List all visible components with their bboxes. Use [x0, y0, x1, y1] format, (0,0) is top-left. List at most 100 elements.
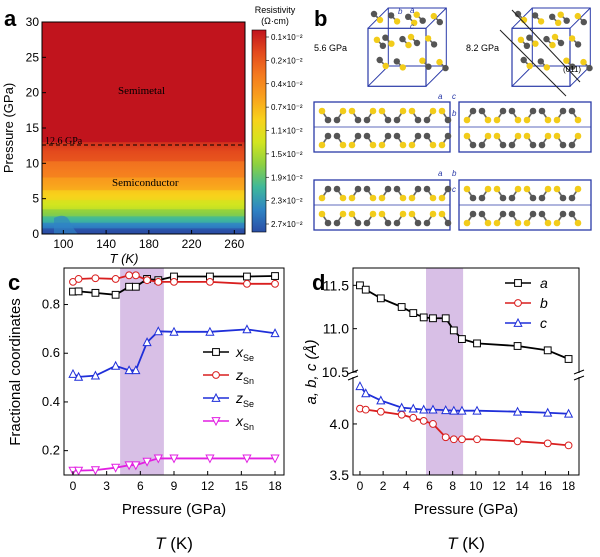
colorbar-title: Resistivity [255, 5, 296, 15]
data-point [154, 277, 163, 286]
y-tick-label: 10 [26, 156, 40, 170]
sn-atom [333, 132, 341, 140]
series-line-a [359, 284, 569, 360]
x-tick-label: 100 [53, 237, 73, 251]
axis-break-gap [574, 373, 584, 377]
colorbar-label: 0.1×10⁻² [271, 33, 303, 42]
se-atom [493, 185, 501, 193]
axis-label-b: b [398, 7, 403, 16]
se-atom [574, 132, 582, 140]
se-atom [544, 185, 552, 193]
se-atom [568, 35, 576, 42]
data-point [68, 466, 78, 476]
se-atom [348, 141, 356, 149]
heatmap-band-0 [42, 228, 245, 234]
sn-atom [514, 10, 522, 18]
colorbar-unit: (Ω·cm) [261, 16, 289, 26]
data-point [243, 279, 251, 288]
data-point [441, 433, 450, 442]
colorbar-label: 1.1×10⁻² [271, 127, 303, 136]
data-point [472, 405, 482, 415]
se-atom [574, 185, 582, 193]
se-atom [339, 210, 347, 218]
panel-label-a: a [4, 6, 17, 31]
data-point [91, 274, 100, 283]
data-point [564, 355, 573, 363]
se-atom [408, 107, 416, 115]
data-point [125, 271, 134, 280]
panel-b: b b aca cba bc 5.6 GPa 8.2 GPa (011) [313, 6, 593, 231]
sn-atom [508, 141, 516, 149]
se-atom [413, 11, 420, 18]
data-point [355, 381, 365, 391]
panel-label-c: c [8, 270, 20, 295]
critical-pressure-label: 12.6 GPa [45, 136, 83, 147]
x-axis-sub-label: T (K) [155, 534, 193, 553]
se-atom [430, 12, 437, 20]
data-point [512, 406, 523, 416]
sn-atom [354, 219, 362, 227]
data-point [206, 277, 214, 286]
sn-atom [333, 219, 341, 227]
se-atom [399, 210, 407, 218]
sn-atom [393, 185, 401, 193]
x-tick-label: 2 [380, 479, 387, 493]
sn-atom [549, 13, 556, 20]
colorbar-label: 0.2×10⁻² [271, 56, 303, 65]
x-tick-label: 0 [357, 479, 364, 493]
data-point [513, 437, 522, 446]
se-atom [378, 107, 386, 115]
sn-atom [523, 42, 531, 49]
x-tick-label: 12 [492, 479, 506, 493]
data-point [131, 271, 140, 280]
sn-atom [393, 116, 401, 124]
legend-label: zSe [235, 390, 254, 409]
se-atom [339, 141, 347, 149]
panel-a: a 12.6 GPa Semimetal Semiconductor 100 14… [1, 5, 303, 266]
x-axis-ticks: 0 3 6 9 12 15 18 [70, 471, 282, 493]
data-point [361, 285, 370, 294]
sn-atom [423, 116, 431, 124]
x-tick-label: 8 [449, 479, 456, 493]
sn-atom [499, 107, 507, 115]
colorbar-label: 1.9×10⁻² [271, 173, 303, 182]
series-line-z-se [72, 328, 276, 378]
data-point [270, 328, 280, 338]
sn-atom [393, 219, 401, 227]
x-tick-label: 9 [171, 479, 178, 493]
se-atom [424, 35, 432, 42]
data-point [205, 454, 215, 464]
axis-label-c: c [452, 92, 456, 101]
se-atom [514, 185, 522, 193]
sn-atom [568, 107, 576, 115]
se-atom [514, 116, 522, 124]
data-point [74, 275, 83, 283]
unit-cell-edge [367, 65, 389, 87]
legend: abc [505, 275, 548, 331]
fractional-coordinates-plot [68, 271, 280, 476]
x-tick-label: 180 [139, 237, 159, 251]
se-atom [537, 18, 545, 25]
data-point [397, 402, 407, 412]
x-axis-ticks: 0 2 4 6 8 10 12 14 16 18 [357, 471, 576, 493]
sn-atom [520, 56, 527, 64]
sn-atom [324, 132, 332, 140]
sn-atom [508, 210, 516, 218]
axis-label-c: c [410, 22, 414, 31]
se-atom [408, 141, 416, 149]
y-tick-label: 20 [26, 86, 40, 100]
sn-atom [559, 210, 567, 218]
sn-atom [414, 132, 422, 140]
data-point [428, 404, 438, 414]
sn-atom [478, 141, 486, 149]
heatmap-bands [42, 22, 245, 234]
sn-atom [526, 34, 533, 41]
sn-atom [559, 141, 567, 149]
sn-atom [574, 41, 582, 48]
data-point [90, 370, 101, 380]
data-point [419, 404, 429, 414]
data-point [143, 276, 151, 285]
se-atom [348, 210, 356, 218]
region-label-semimetal: Semimetal [118, 85, 165, 97]
